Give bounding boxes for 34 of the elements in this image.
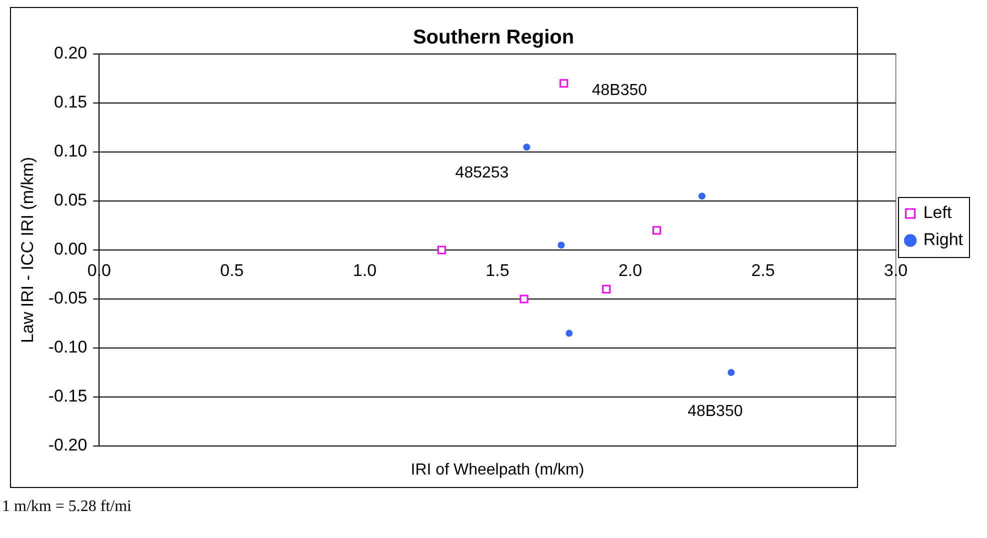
y-tick-label: 0.15 [54, 92, 88, 112]
point [728, 369, 735, 376]
x-axis-title: IRI of Wheelpath (m/km) [410, 461, 584, 478]
point [437, 246, 446, 254]
annotation: 485253 [455, 164, 509, 182]
point [520, 294, 528, 304]
annotation: 48B350 [592, 82, 648, 99]
x-tick-label: 3.0 [884, 260, 908, 280]
y-tick-label: -0.10 [48, 338, 88, 357]
y-tick-label: -0.15 [48, 386, 88, 406]
point [698, 192, 706, 200]
y-tick-label: 0.05 [54, 190, 88, 210]
x-tick-label: 2.5 [751, 260, 775, 280]
point [566, 330, 573, 337]
y-tick-label: -0.05 [48, 288, 88, 308]
y-tick-label: 0.10 [54, 142, 88, 161]
annotation: 48B350 [688, 402, 743, 420]
legend-label: Left [923, 203, 952, 222]
legend-label: Right [923, 230, 964, 250]
text: 1 m/km = 5.28 ft/mi [2, 498, 132, 516]
point [523, 144, 530, 151]
y-tick-label: 0.20 [54, 44, 88, 63]
y-tick-label: -0.20 [48, 436, 88, 455]
point [652, 226, 662, 235]
chart-title: Southern Region [412, 26, 574, 49]
x-tick-label: 0.5 [220, 260, 244, 280]
y-tick-label: 0.00 [54, 240, 88, 259]
y-axis-title: Law IRI - ICC IRI (m/km) [18, 156, 37, 344]
point [560, 79, 568, 88]
x-tick-label: 2.0 [618, 260, 642, 280]
point [602, 284, 611, 294]
point [558, 242, 565, 249]
x-tick-label: 1.0 [352, 260, 377, 280]
x-tick-label: 1.5 [486, 260, 510, 280]
